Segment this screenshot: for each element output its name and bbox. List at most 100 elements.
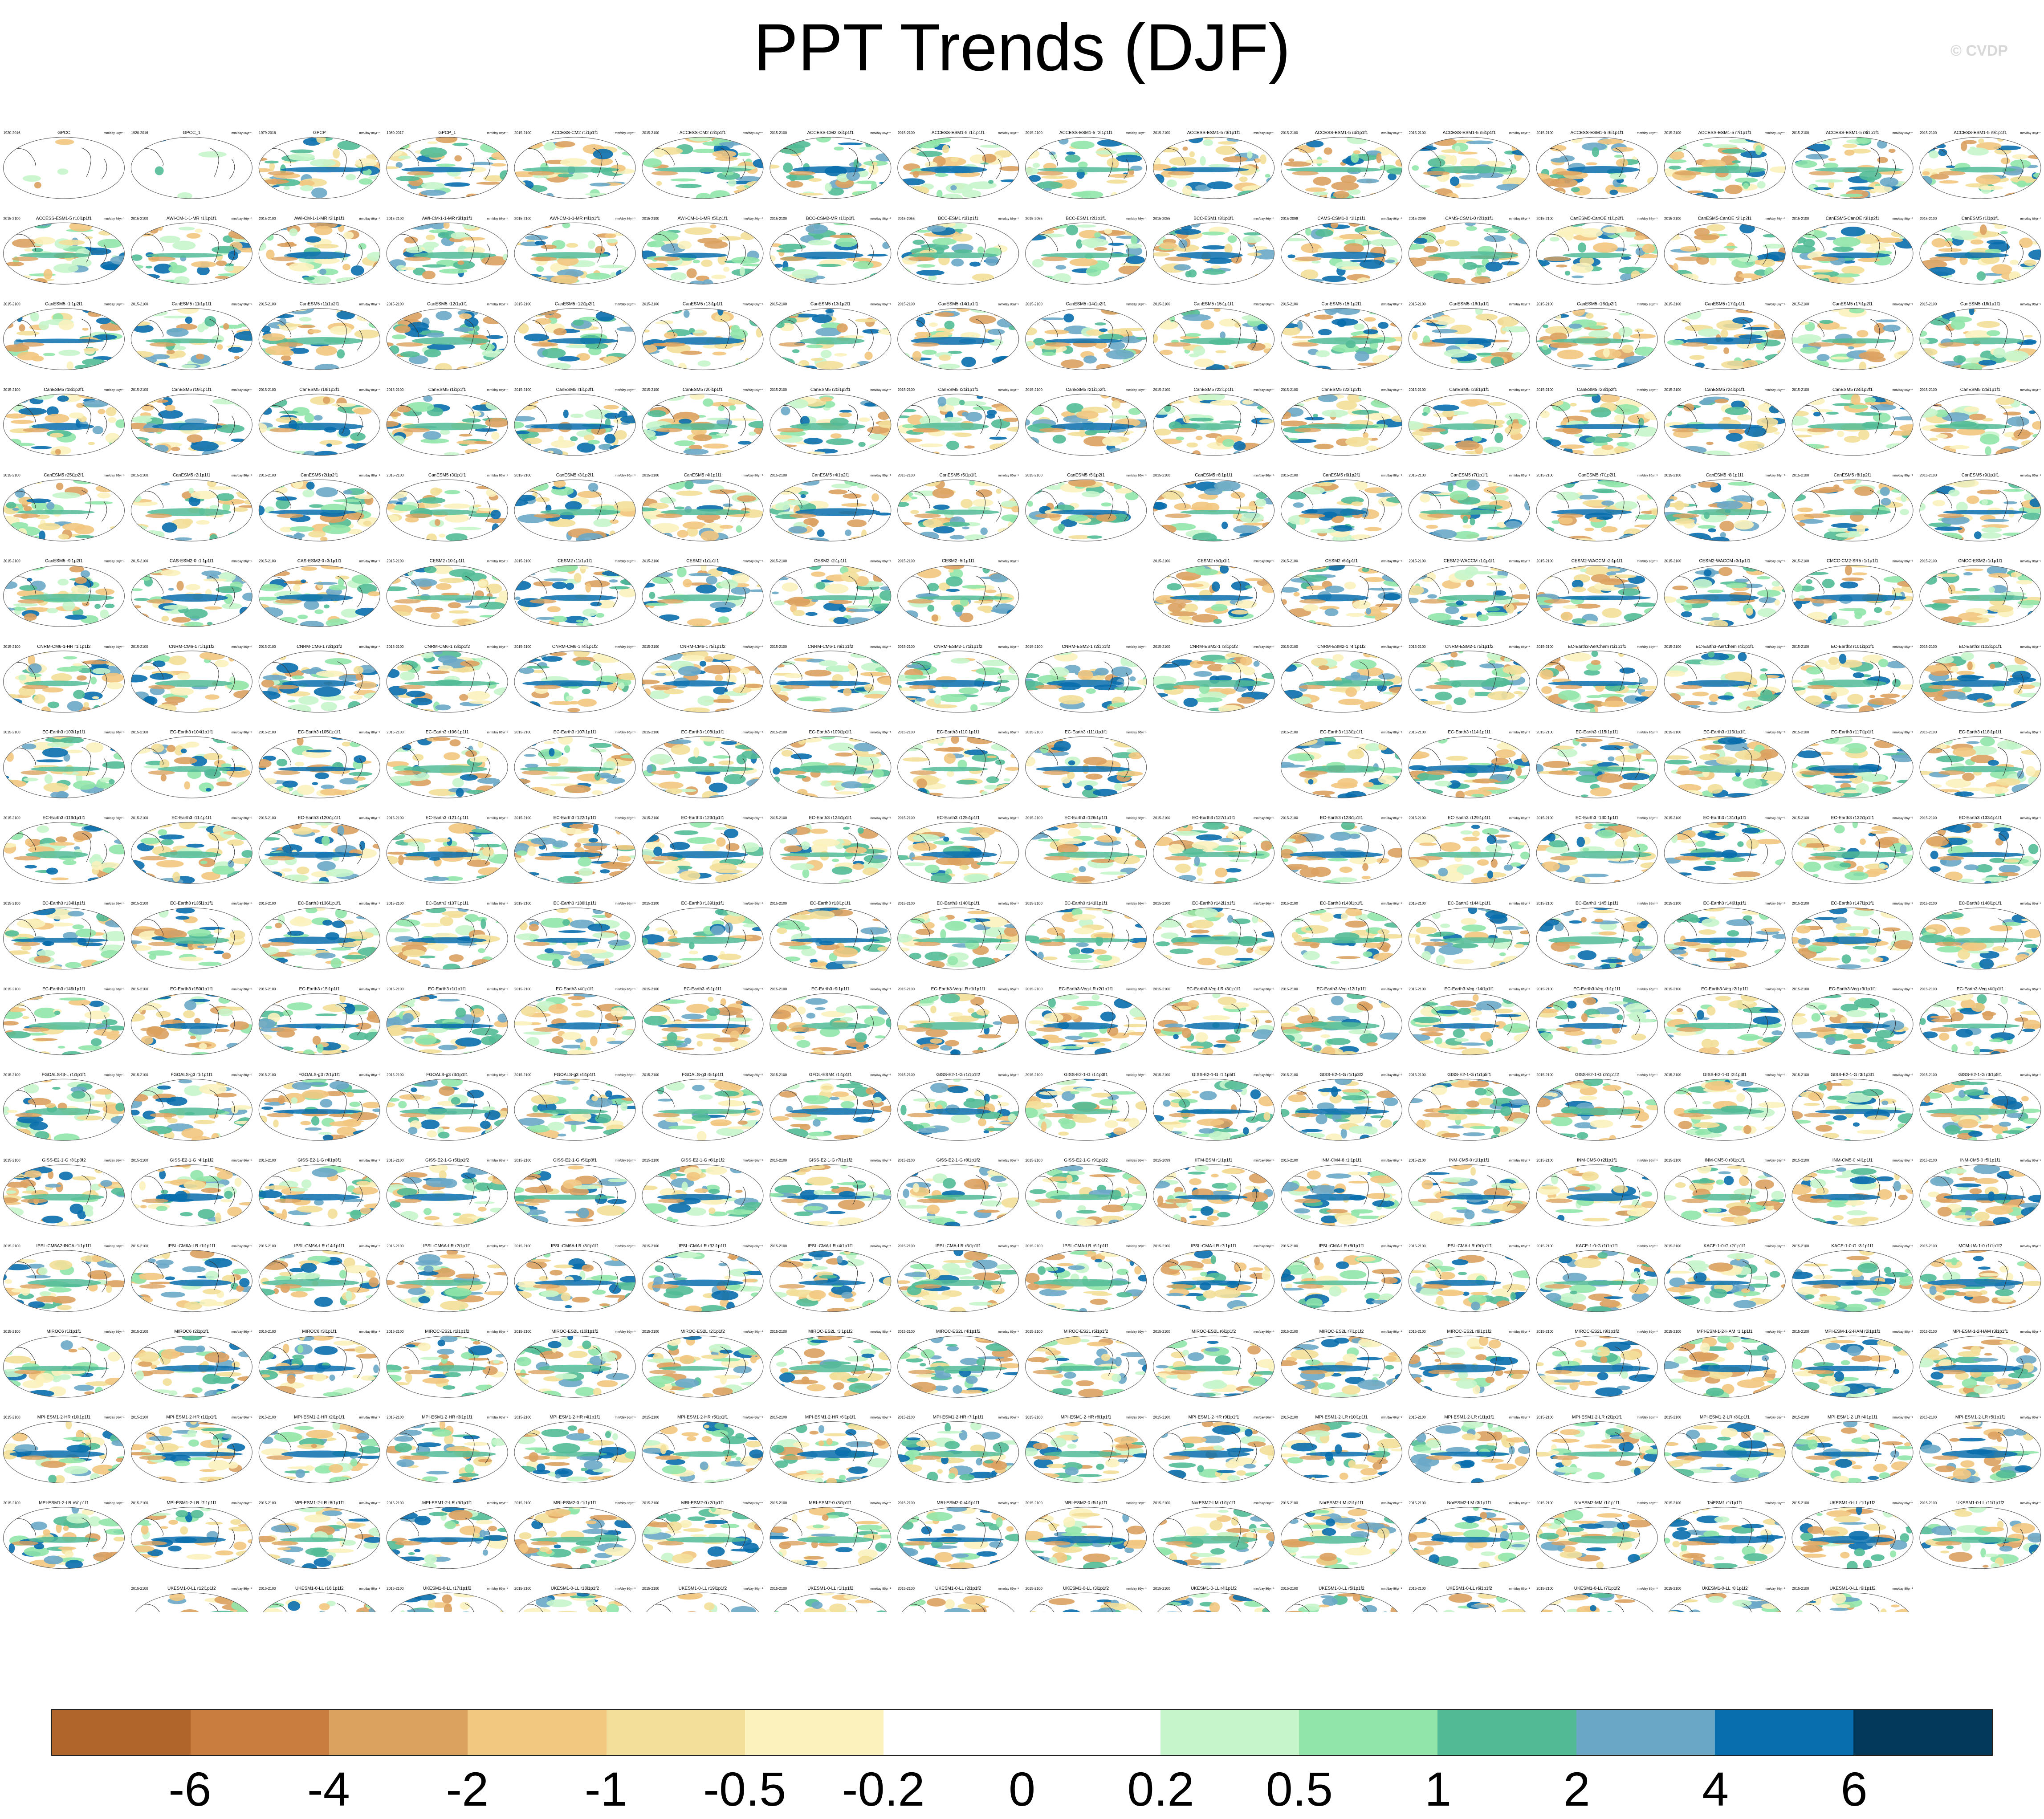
trend-cell <box>831 484 852 488</box>
trend-cell <box>869 273 886 283</box>
trend-cell <box>370 314 377 324</box>
trend-cell <box>620 415 636 423</box>
trend-cell <box>1766 535 1782 541</box>
drying-band <box>1164 342 1191 347</box>
panel-units: mm/day 86yr⁻¹ <box>487 303 508 306</box>
trend-cell <box>196 266 210 276</box>
trend-cell <box>292 480 304 488</box>
trend-cell <box>677 530 688 538</box>
panel-period: 2015-2100 <box>1536 473 1554 477</box>
trend-cell <box>1288 195 1299 199</box>
trend-cell <box>420 147 447 158</box>
trend-cell <box>1299 517 1305 525</box>
trend-cell <box>687 618 712 627</box>
trend-cell <box>858 442 866 447</box>
trend-cell <box>1945 240 1953 247</box>
trend-cell <box>1116 155 1142 163</box>
trend-cell <box>439 533 446 538</box>
trend-cell <box>1068 514 1089 521</box>
trend-cell <box>80 570 90 578</box>
trend-cell <box>366 394 380 400</box>
trend-cell <box>405 247 423 253</box>
panel-period: 2015-2100 <box>1536 131 1554 135</box>
trend-cell <box>820 397 833 402</box>
trend-cell <box>163 315 189 319</box>
trend-cell <box>135 310 151 314</box>
drying-band <box>407 171 434 175</box>
drying-band <box>1808 171 1836 175</box>
trend-cell <box>19 585 37 591</box>
trend-cell <box>423 349 441 358</box>
trend-cell <box>737 152 751 156</box>
trend-cell <box>855 318 877 322</box>
trend-cell <box>1002 309 1019 314</box>
panel-units: mm/day 86yr⁻¹ <box>1509 303 1530 306</box>
trend-cell <box>830 433 842 439</box>
trend-cell <box>337 140 361 150</box>
trend-cell <box>897 226 907 234</box>
trend-cell <box>259 405 264 409</box>
panel-units: mm/day 86yr⁻¹ <box>487 217 508 220</box>
trend-cell <box>1792 435 1813 438</box>
trend-cell <box>933 505 950 510</box>
trend-cell <box>6 261 24 266</box>
trend-cell <box>259 157 268 161</box>
drying-band <box>1804 513 1831 518</box>
trend-cell <box>422 264 447 268</box>
trend-cell <box>1470 517 1475 525</box>
trend-cell <box>751 226 763 231</box>
trend-cell <box>933 526 955 534</box>
trend-cell <box>610 519 619 524</box>
trend-cell <box>368 175 380 180</box>
trend-cell <box>810 358 823 361</box>
trend-cell <box>846 171 860 181</box>
trend-cell <box>1888 148 1896 153</box>
panel-units: mm/day 86yr⁻¹ <box>1254 217 1274 220</box>
trend-cell <box>717 308 724 316</box>
trend-cell <box>1898 534 1914 539</box>
trend-cell <box>806 451 826 455</box>
trend-cell <box>1025 484 1042 495</box>
trend-cell <box>897 570 915 575</box>
trend-cell <box>1032 163 1040 168</box>
trend-cell <box>2030 191 2041 199</box>
trend-cell <box>674 440 695 446</box>
trend-cell <box>1185 333 1201 337</box>
trend-cell <box>1432 529 1457 539</box>
trend-cell <box>1882 325 1901 332</box>
trend-cell <box>388 394 399 401</box>
trend-cell <box>1641 280 1650 285</box>
map-border <box>770 137 892 199</box>
trend-cell <box>834 353 847 357</box>
trend-cell <box>1766 223 1786 227</box>
trend-cell <box>642 449 649 453</box>
trend-cell <box>35 223 52 226</box>
trend-cell <box>1226 137 1242 142</box>
trend-cell <box>619 618 636 627</box>
trend-cell <box>387 503 395 510</box>
trend-cell <box>1034 363 1051 368</box>
map-panel: 2015-2100 AWI-CM-1-1-MR r1i1p1f1 mm/day 86… <box>130 216 252 285</box>
trend-cell <box>1287 308 1302 313</box>
trend-cell <box>71 585 90 595</box>
trend-cell <box>1840 226 1865 237</box>
trend-cell <box>1777 443 1786 446</box>
trend-cell <box>1664 498 1674 502</box>
trend-cell <box>1507 480 1519 485</box>
trend-cell <box>93 451 122 456</box>
trend-cell <box>131 439 146 445</box>
trend-cell <box>647 565 664 568</box>
trend-cell <box>309 159 336 167</box>
trend-cell <box>1888 480 1895 486</box>
trend-cell <box>593 518 613 527</box>
panel-period: 2015-2100 <box>1281 131 1298 135</box>
trend-cell <box>1409 244 1425 250</box>
trend-cell <box>910 510 919 514</box>
trend-cell <box>367 314 380 318</box>
panel-period: 2015-2100 <box>642 302 660 306</box>
trend-cell <box>1266 177 1274 184</box>
trend-cell <box>1602 226 1627 234</box>
trend-cell <box>1065 155 1081 163</box>
trend-cell <box>1164 403 1171 412</box>
coastline <box>209 147 219 177</box>
